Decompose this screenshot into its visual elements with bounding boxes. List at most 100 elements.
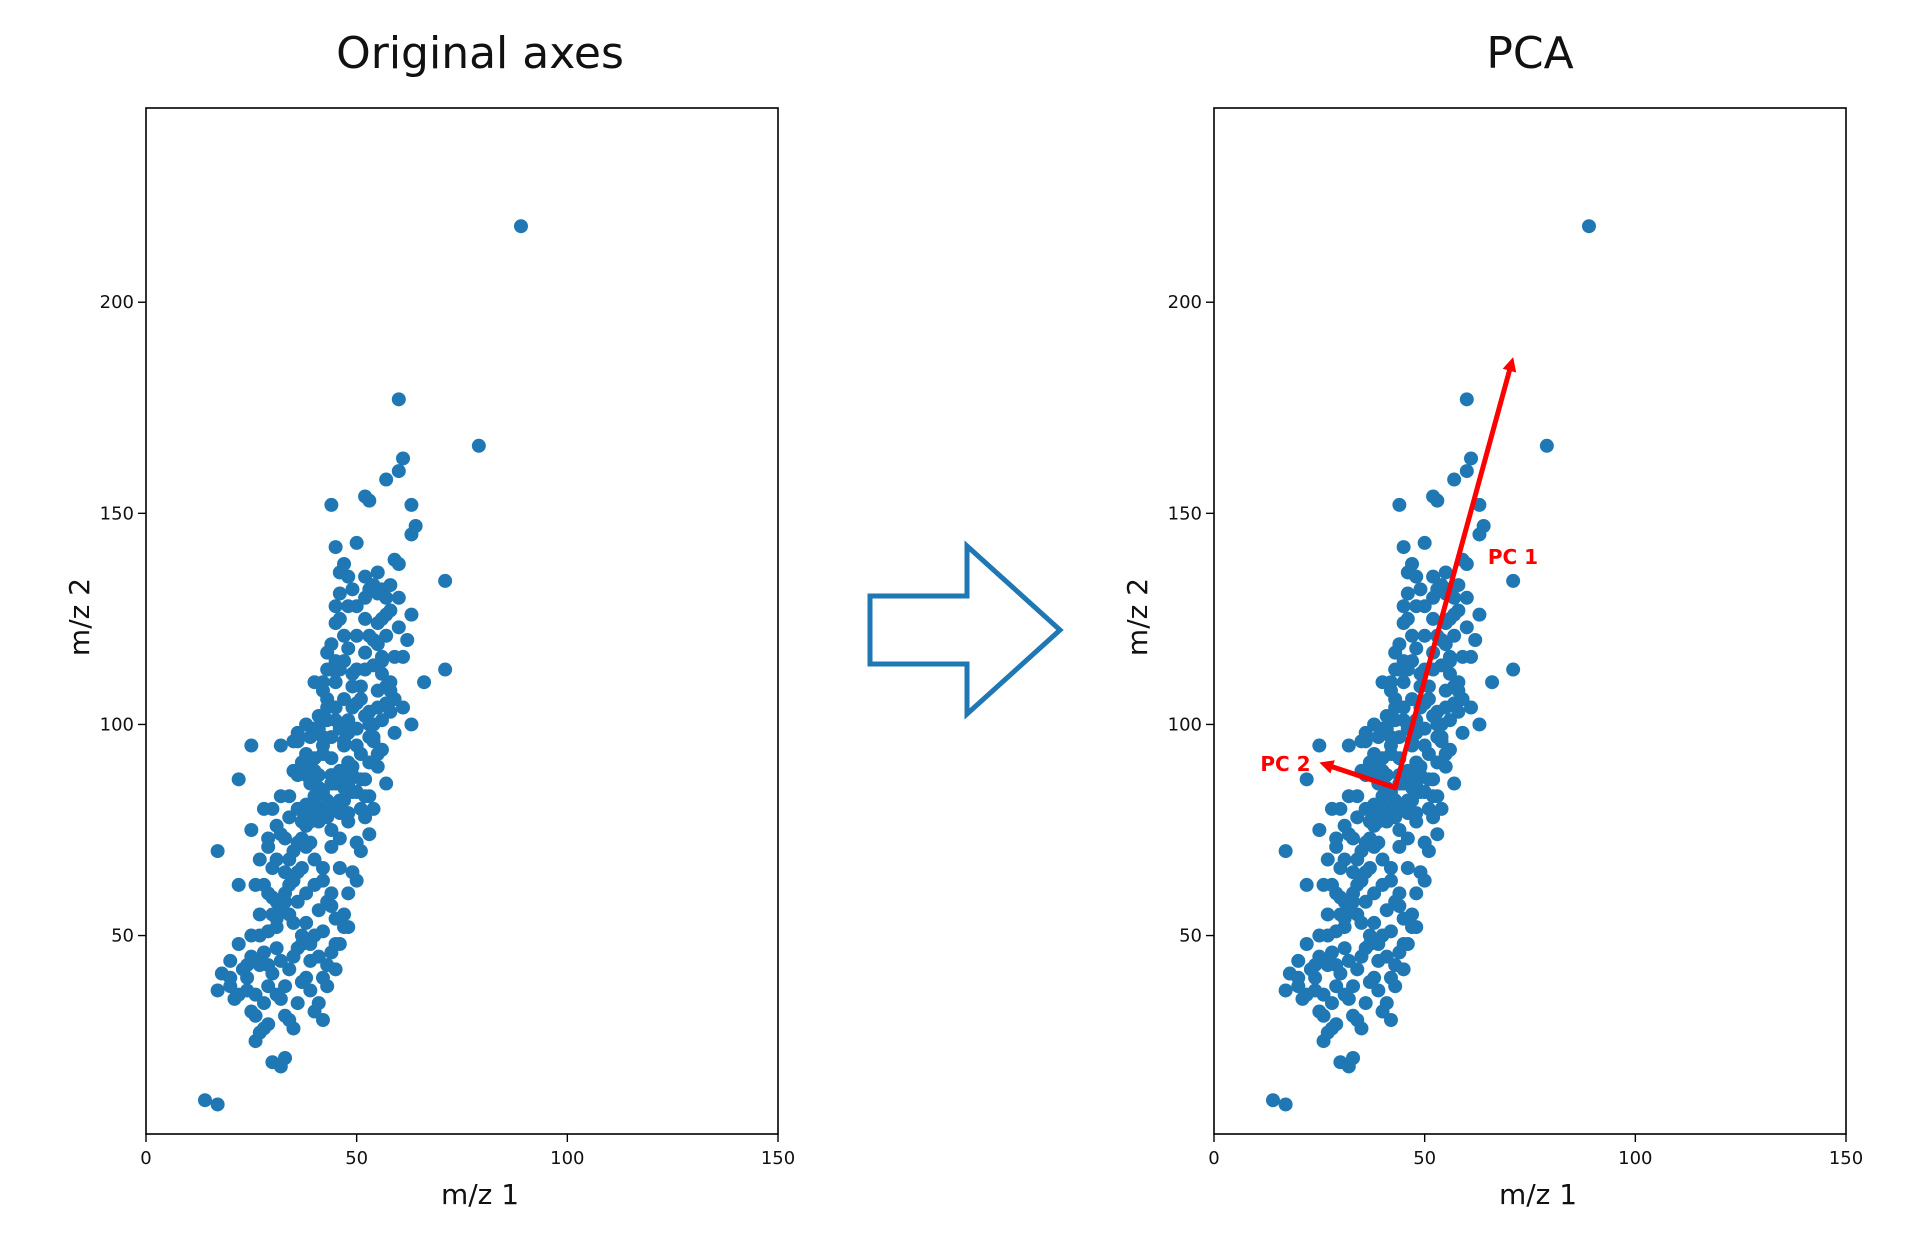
left-point	[379, 628, 394, 643]
left-point	[345, 679, 360, 694]
left-point	[379, 472, 394, 487]
right-point	[1383, 873, 1398, 888]
right-point	[1341, 953, 1356, 968]
right-point	[1383, 1013, 1398, 1027]
right-point	[1388, 713, 1403, 728]
right-point	[1350, 810, 1365, 825]
right-point	[1426, 772, 1441, 787]
left-point	[362, 493, 377, 508]
right-point	[1333, 890, 1348, 905]
right-point	[1379, 903, 1394, 918]
right-point	[1320, 928, 1335, 943]
left-point	[345, 700, 360, 715]
left-point	[366, 801, 381, 816]
right-point	[1329, 831, 1344, 846]
left-point	[311, 903, 326, 918]
left-point	[210, 1097, 225, 1112]
left-point	[273, 953, 288, 968]
right-point	[1581, 219, 1596, 234]
right-point	[1417, 835, 1432, 850]
left-point	[265, 801, 280, 816]
left-point	[315, 1013, 330, 1027]
right-point	[1459, 557, 1474, 571]
left-point	[265, 966, 280, 981]
right-point	[1354, 949, 1369, 964]
left-point	[315, 675, 330, 690]
right-y-tick-label: 200	[1168, 292, 1202, 313]
right-point	[1312, 823, 1327, 837]
left-point	[400, 633, 415, 647]
left-point	[349, 628, 364, 643]
right-x-tick-label: 150	[1829, 1148, 1863, 1169]
right-point	[1447, 472, 1462, 487]
left-point	[328, 675, 343, 690]
right-point	[1409, 641, 1424, 656]
right-x-axis-label: m/z 1	[1498, 1178, 1578, 1211]
left-point	[299, 915, 314, 930]
right-arrow-icon	[867, 540, 1064, 720]
left-point	[471, 438, 486, 453]
left-point	[324, 839, 339, 854]
right-point	[1358, 865, 1373, 880]
right-point	[1438, 683, 1453, 698]
left-point	[358, 645, 373, 660]
left-point	[404, 717, 419, 732]
left-point	[328, 654, 343, 669]
right-point	[1426, 709, 1441, 723]
right-point	[1451, 675, 1466, 690]
right-point	[1371, 983, 1386, 998]
left-chart-title: Original axes	[336, 28, 624, 79]
left-point	[299, 886, 314, 901]
left-point	[223, 979, 238, 994]
right-point	[1447, 776, 1462, 791]
right-point	[1367, 886, 1382, 901]
right-point	[1426, 789, 1441, 804]
left-x-tick-label: 50	[345, 1148, 368, 1169]
left-point	[273, 738, 288, 753]
right-point	[1337, 911, 1352, 926]
right-point	[1358, 725, 1373, 740]
pc2-arrow-head	[1319, 760, 1335, 774]
left-point	[290, 865, 305, 880]
left-point	[307, 797, 322, 812]
right-point	[1396, 540, 1411, 555]
right-point	[1430, 730, 1445, 745]
right-point	[1400, 586, 1415, 601]
right-point	[1375, 797, 1390, 812]
right-point	[1409, 569, 1424, 584]
left-point	[303, 937, 318, 951]
left-point	[391, 464, 406, 479]
left-point	[269, 911, 284, 926]
right-point	[1367, 747, 1382, 761]
left-point	[261, 1017, 276, 1032]
left-point	[210, 844, 225, 859]
right-point	[1392, 839, 1407, 854]
right-point	[1396, 675, 1411, 690]
left-point	[391, 392, 406, 407]
right-point	[1400, 861, 1415, 875]
right-point	[1299, 937, 1314, 951]
left-point	[341, 806, 356, 821]
left-point	[320, 979, 335, 994]
left-point	[252, 907, 267, 922]
right-point	[1320, 907, 1335, 922]
left-point	[269, 941, 284, 956]
right-x-tick-label: 100	[1618, 1148, 1652, 1169]
right-point	[1346, 1051, 1361, 1065]
right-point	[1312, 949, 1327, 964]
left-point	[391, 557, 406, 571]
left-point	[362, 730, 377, 745]
right-point	[1337, 818, 1352, 833]
right-point	[1341, 789, 1356, 804]
left-point	[286, 915, 301, 930]
right-point	[1417, 628, 1432, 643]
right-point	[1333, 966, 1348, 981]
right-y-tick-label: 100	[1168, 714, 1202, 735]
left-point	[307, 763, 322, 778]
right-point	[1350, 877, 1365, 892]
left-x-tick-label: 100	[550, 1148, 584, 1169]
left-point	[349, 738, 364, 753]
right-point	[1417, 535, 1432, 550]
right-point	[1392, 899, 1407, 913]
right-point	[1506, 573, 1521, 588]
